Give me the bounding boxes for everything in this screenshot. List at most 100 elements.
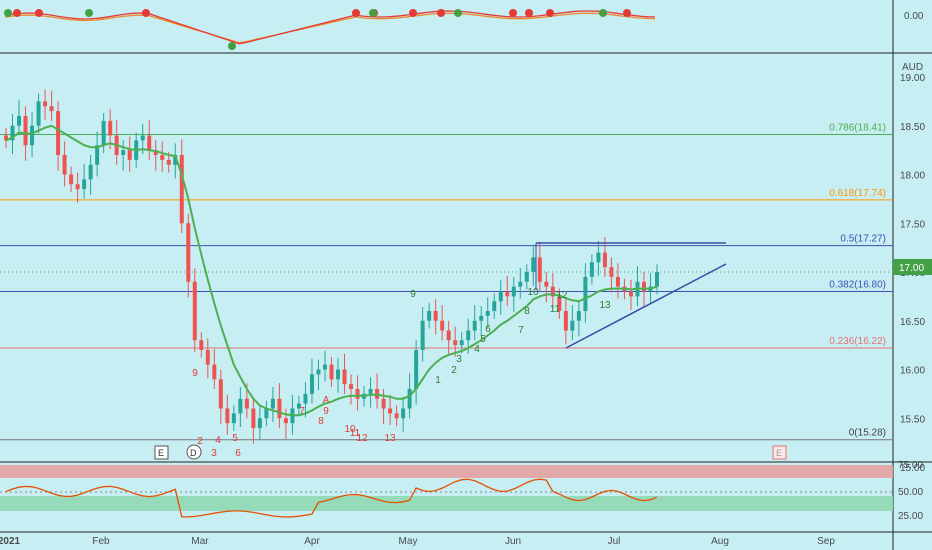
candle-body	[336, 369, 341, 380]
candle-body	[218, 379, 223, 409]
td-sell-count: 9	[192, 368, 198, 379]
candle-body	[244, 398, 249, 409]
fib-level-label: 0.618(17.74)	[829, 188, 886, 199]
candle-body	[283, 418, 288, 424]
candle-body	[446, 330, 451, 341]
time-tick-label: May	[399, 536, 418, 547]
fib-level-label: 0.5(17.27)	[840, 234, 886, 245]
candle-body	[329, 364, 334, 380]
candle-body	[401, 408, 406, 419]
candle-body	[557, 296, 562, 311]
td-sell-count: A	[323, 395, 330, 406]
candle-body	[563, 311, 568, 331]
candle-body	[108, 120, 113, 136]
candle-body	[609, 267, 614, 277]
candle-body	[4, 135, 8, 141]
oscillator-cross-dot	[409, 9, 417, 17]
price-tick-label: 15.00	[900, 463, 925, 474]
candle-body	[277, 398, 282, 419]
candle-body	[82, 179, 87, 190]
plot-background	[0, 0, 893, 550]
candle-body	[56, 111, 61, 155]
candle-body	[453, 340, 458, 346]
candle-body	[160, 155, 165, 160]
candle-body	[537, 257, 542, 282]
candle-body	[394, 413, 399, 419]
td-sell-count: 8	[318, 416, 324, 427]
ema-line	[5, 124, 658, 417]
oscillator-cross-dot	[437, 9, 445, 17]
oscillator-cross-dot	[13, 9, 21, 17]
candle-body	[322, 364, 327, 370]
oscillator-cross-dot	[599, 9, 607, 17]
candle-body	[264, 408, 269, 419]
candle-body	[641, 281, 646, 292]
candle-body	[505, 291, 510, 297]
candle-body	[368, 389, 373, 394]
td-sell-count: 3	[211, 448, 217, 459]
candle-body	[427, 311, 432, 321]
candle-body	[485, 311, 490, 316]
candle-body	[153, 150, 158, 155]
candle-body	[23, 116, 28, 146]
candle-body	[459, 340, 464, 346]
candle-body	[524, 272, 529, 282]
fib-level-label: 0(15.28)	[849, 428, 886, 439]
earnings-icon	[772, 445, 787, 460]
td-buy-count: 4	[474, 344, 480, 355]
rsi-oversold-band	[0, 496, 893, 511]
oscillator-cross-dot	[546, 9, 554, 17]
rsi-line	[5, 478, 658, 518]
earnings-marker-e2[interactable]: E	[772, 445, 787, 460]
time-tick-label: Sep	[817, 536, 835, 547]
time-tick-label: Jun	[505, 536, 521, 547]
candle-body	[316, 369, 321, 375]
candle-body	[121, 150, 126, 155]
candle-body	[75, 184, 80, 190]
fib-level-label: 0.786(18.41)	[829, 123, 886, 134]
candle-body	[518, 281, 523, 287]
td-buy-count: 12	[556, 290, 568, 301]
candle-body	[173, 155, 178, 165]
candle-body	[589, 262, 594, 277]
candle-body	[420, 320, 425, 350]
time-tick-label: Apr	[304, 536, 320, 547]
candle-body	[88, 164, 93, 180]
currency-label: AUD	[902, 62, 923, 73]
td-buy-count: 7	[518, 325, 524, 336]
candle-body	[199, 340, 204, 350]
candle-body	[257, 418, 262, 428]
candle-body	[602, 252, 607, 268]
td-sell-count: 2	[197, 436, 203, 447]
oscillator-cross-dot	[454, 9, 462, 17]
earnings-marker-label: E	[158, 448, 164, 458]
candle-body	[270, 398, 275, 409]
dividend-marker[interactable]: D	[186, 444, 202, 460]
earnings-icon	[154, 445, 169, 460]
oscillator-cross-dot	[525, 9, 533, 17]
time-tick-label: 2021	[0, 536, 21, 547]
oscillator-cross-dot	[228, 42, 236, 50]
candle-body	[17, 116, 22, 126]
candle-body	[140, 135, 145, 141]
candle-body	[10, 125, 15, 141]
td-buy-count: 1	[435, 375, 441, 386]
candle-body	[407, 389, 412, 409]
price-tick-label: 17.50	[900, 219, 925, 230]
oscillator-cross-dot	[4, 9, 12, 17]
candle-body	[388, 408, 393, 414]
candle-body	[381, 398, 386, 409]
td-sell-count: 4	[215, 435, 221, 446]
earnings-marker-e1[interactable]: E	[154, 445, 169, 460]
candle-body	[628, 291, 633, 297]
candle-body	[147, 135, 152, 151]
td-sell-count: 5	[232, 433, 238, 444]
rsi-axis-ticks: 75.00 50.00 25.00	[898, 460, 923, 522]
candle-body	[570, 320, 575, 331]
last-price-label: 17.00	[899, 263, 924, 274]
oscillator-cross-dot	[352, 9, 360, 17]
candle-body	[296, 403, 301, 409]
